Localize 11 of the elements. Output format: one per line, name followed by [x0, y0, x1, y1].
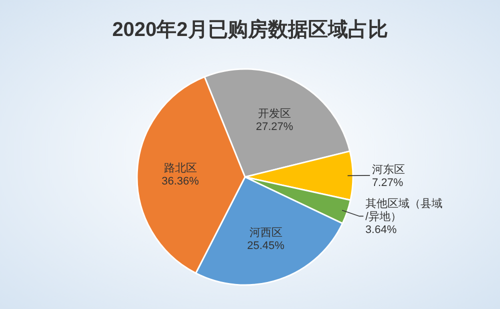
slice-label: 开发区 [258, 108, 292, 120]
slice-label: 河西区 [249, 226, 282, 239]
data-label: 36.36% [162, 176, 200, 188]
data-label: 25.45% [247, 240, 285, 252]
slice-label: 河东区 [372, 162, 405, 176]
slice-label: 路北区 [164, 162, 197, 175]
data-label: 3.64% [365, 224, 397, 236]
data-label: 7.27% [372, 176, 404, 189]
data-label: 27.27% [256, 120, 294, 133]
chart-title: 2020年2月已购房数据区域占比 [112, 18, 388, 41]
slice-label: 其他区域（县域 /异地） [365, 197, 442, 224]
